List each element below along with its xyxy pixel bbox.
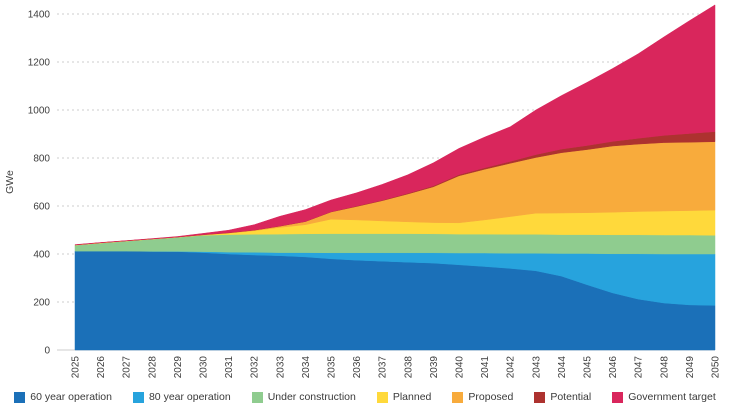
y-axis-title: GWe (4, 170, 16, 194)
legend-item: Proposed (452, 391, 513, 403)
x-tick-label: 2045 (583, 356, 594, 379)
legend-swatch (132, 391, 144, 403)
x-tick-label: 2029 (173, 356, 184, 379)
chart-legend: 60 year operation 80 year operation Under … (0, 391, 730, 403)
y-tick-label: 600 (33, 202, 50, 213)
legend-swatch (376, 391, 388, 403)
x-tick-label: 2039 (429, 356, 440, 379)
x-tick-label: 2048 (659, 356, 670, 379)
y-tick-label: 200 (33, 298, 50, 309)
legend-label: 80 year operation (148, 391, 231, 403)
x-tick-label: 2042 (506, 356, 517, 379)
legend-swatch (452, 391, 464, 403)
x-tick-label: 2038 (403, 356, 414, 379)
y-tick-label: 400 (33, 250, 50, 261)
x-tick-label: 2046 (608, 356, 619, 379)
x-tick-label: 2032 (250, 356, 261, 379)
x-tick-label: 2036 (352, 356, 363, 379)
x-tick-label: 2028 (147, 356, 158, 379)
legend-label: Planned (392, 391, 432, 403)
legend-item: Planned (376, 391, 432, 403)
legend-swatch (612, 391, 624, 403)
legend-label: Proposed (468, 391, 514, 403)
x-tick-label: 2035 (327, 356, 338, 379)
y-tick-label: 1000 (28, 106, 51, 117)
legend-item: 60 year operation (14, 391, 112, 403)
x-tick-label: 2034 (301, 356, 312, 379)
x-tick-label: 2027 (122, 356, 133, 379)
legend-swatch (14, 391, 26, 403)
legend-swatch (534, 391, 546, 403)
x-tick-label: 2033 (275, 356, 286, 379)
x-tick-label: 2037 (378, 356, 389, 379)
x-tick-label: 2025 (71, 356, 82, 379)
x-tick-label: 2031 (224, 356, 235, 379)
legend-label: Under construction (267, 391, 356, 403)
y-tick-label: 800 (33, 154, 50, 165)
x-tick-label: 2041 (480, 356, 491, 379)
x-tick-label: 2047 (634, 356, 645, 379)
x-tick-label: 2040 (455, 356, 466, 379)
legend-item: Under construction (251, 391, 356, 403)
legend-item: Potential (534, 391, 591, 403)
y-tick-label: 0 (44, 346, 50, 357)
y-tick-label: 1200 (28, 58, 51, 69)
x-tick-label: 2049 (685, 356, 696, 379)
legend-item: 80 year operation (132, 391, 231, 403)
x-tick-label: 2050 (711, 356, 722, 379)
y-tick-label: 1400 (28, 10, 51, 21)
x-tick-label: 2044 (557, 356, 568, 379)
legend-label: 60 year operation (30, 391, 112, 403)
chart-plot-canvas: 0 200 400 600 800 1000 1200 1400 2025 2026 2027 202… (4, 4, 722, 379)
legend-label: Potential (550, 391, 592, 403)
area-series-under-construction (74, 233, 716, 255)
area-series-government-target (74, 4, 716, 246)
x-tick-label: 2030 (199, 356, 210, 379)
legend-item: Government target (612, 391, 716, 403)
legend-swatch (251, 391, 263, 403)
legend-label: Government target (628, 391, 716, 403)
x-tick-label: 2026 (96, 356, 107, 379)
x-tick-label: 2043 (531, 356, 542, 379)
